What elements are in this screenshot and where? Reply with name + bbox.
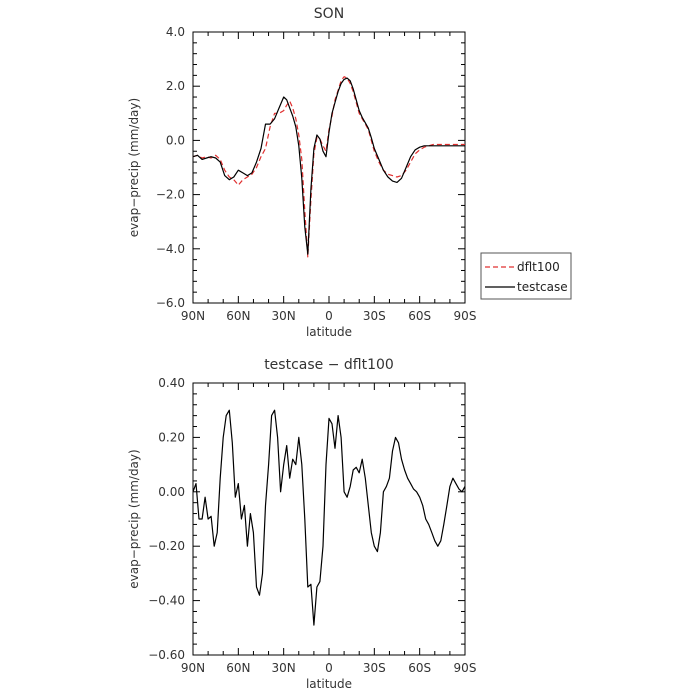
y-tick-label: 0.00 (158, 485, 185, 499)
legend-label: dflt100 (517, 260, 560, 274)
chart-title: testcase − dflt100 (264, 357, 394, 373)
x-axis-label: latitude (306, 677, 352, 691)
y-tick-label: 2.0 (166, 79, 185, 93)
chart-panel-2: testcase − dflt100 90N 60N 30N 0 30S 60S 90S lat… (127, 357, 476, 691)
x-tick-label: 60N (226, 309, 250, 323)
x-tick-label: 90S (454, 309, 477, 323)
x-tick-label: 30N (272, 661, 296, 675)
y-axis-label: evap−precip (mm/day) (127, 449, 141, 588)
chart-title: SON (314, 6, 344, 22)
chart-panel-1: SON 90N 60N 30N 0 30S 60S 90S latitude −6.0 −4.0 −2… (127, 6, 572, 339)
x-axis-label: latitude (306, 325, 352, 339)
y-tick-label: −0.20 (148, 539, 185, 553)
series-line-dflt100 (192, 76, 465, 258)
y-tick-label: 0.0 (166, 133, 185, 147)
y-tick-label: 0.40 (158, 376, 185, 390)
y-tick-label: 0.20 (158, 430, 185, 444)
x-tick-label: 90S (454, 661, 477, 675)
x-tick-label: 90N (181, 661, 205, 675)
series-line-testcase-dflt100 (192, 409, 466, 626)
y-tick-label: −2.0 (156, 188, 185, 202)
y-axis-label: evap−precip (mm/day) (127, 98, 141, 237)
y-tick-label: −0.60 (148, 648, 185, 662)
plot-frame (192, 31, 466, 304)
x-tick-label: 60S (408, 309, 431, 323)
x-tick-label: 0 (325, 309, 333, 323)
y-tick-label: −0.40 (148, 594, 185, 608)
x-tick-label: 90N (181, 309, 205, 323)
legend-box (480, 252, 572, 300)
y-tick-label: 4.0 (166, 25, 185, 39)
x-tick-label: 30S (363, 309, 386, 323)
y-tick-label: −4.0 (156, 242, 185, 256)
x-tick-label: 30S (363, 661, 386, 675)
legend-label: testcase (517, 280, 568, 294)
x-tick-label: 30N (272, 309, 296, 323)
x-tick-label: 60S (408, 661, 431, 675)
legend: dflt100 testcase (480, 252, 572, 300)
series-line-testcase (192, 77, 465, 255)
x-tick-label: 0 (325, 661, 333, 675)
y-tick-label: −6.0 (156, 296, 185, 310)
x-tick-label: 60N (226, 661, 250, 675)
